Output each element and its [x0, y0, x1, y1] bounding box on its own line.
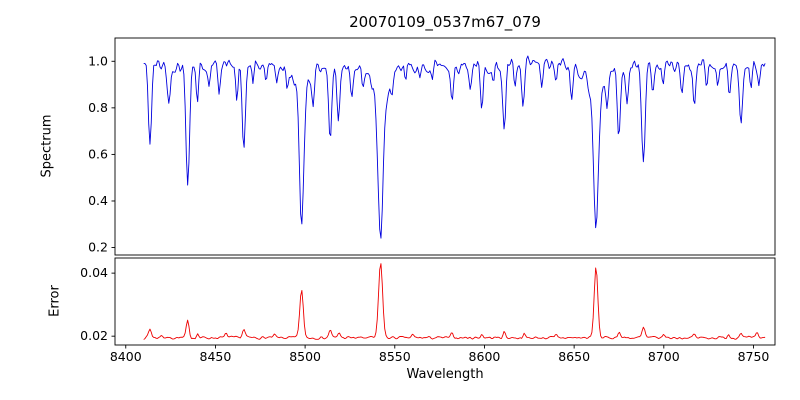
- error-ytick-label: 0.02: [80, 328, 108, 343]
- spectrum-ytick-label: 0.8: [88, 100, 108, 115]
- spectrum-ytick-label: 0.6: [88, 146, 108, 161]
- spectrum-ytick-label: 0.2: [88, 240, 108, 255]
- spectrum-series-line: [143, 55, 766, 239]
- error-series-line: [143, 263, 766, 340]
- spectrum-panel-frame: [114, 37, 776, 256]
- spectrum-ytick-label: 0.4: [88, 193, 108, 208]
- error-panel-frame: [114, 257, 776, 346]
- xtick-label: 8450: [200, 349, 232, 364]
- xtick-label: 8650: [558, 349, 590, 364]
- x-axis-label: Wavelength: [406, 367, 484, 382]
- error-ytick-label: 0.04: [80, 265, 108, 280]
- xtick-label: 8600: [469, 349, 501, 364]
- xtick-label: 8700: [648, 349, 680, 364]
- xtick-label: 8500: [289, 349, 321, 364]
- spectrum-ytick-label: 1.0: [88, 53, 108, 68]
- xtick-label: 8550: [379, 349, 411, 364]
- xtick-label: 8750: [738, 349, 770, 364]
- chart-title: 20070109_0537m67_079: [349, 13, 541, 31]
- xtick-label: 8400: [110, 349, 142, 364]
